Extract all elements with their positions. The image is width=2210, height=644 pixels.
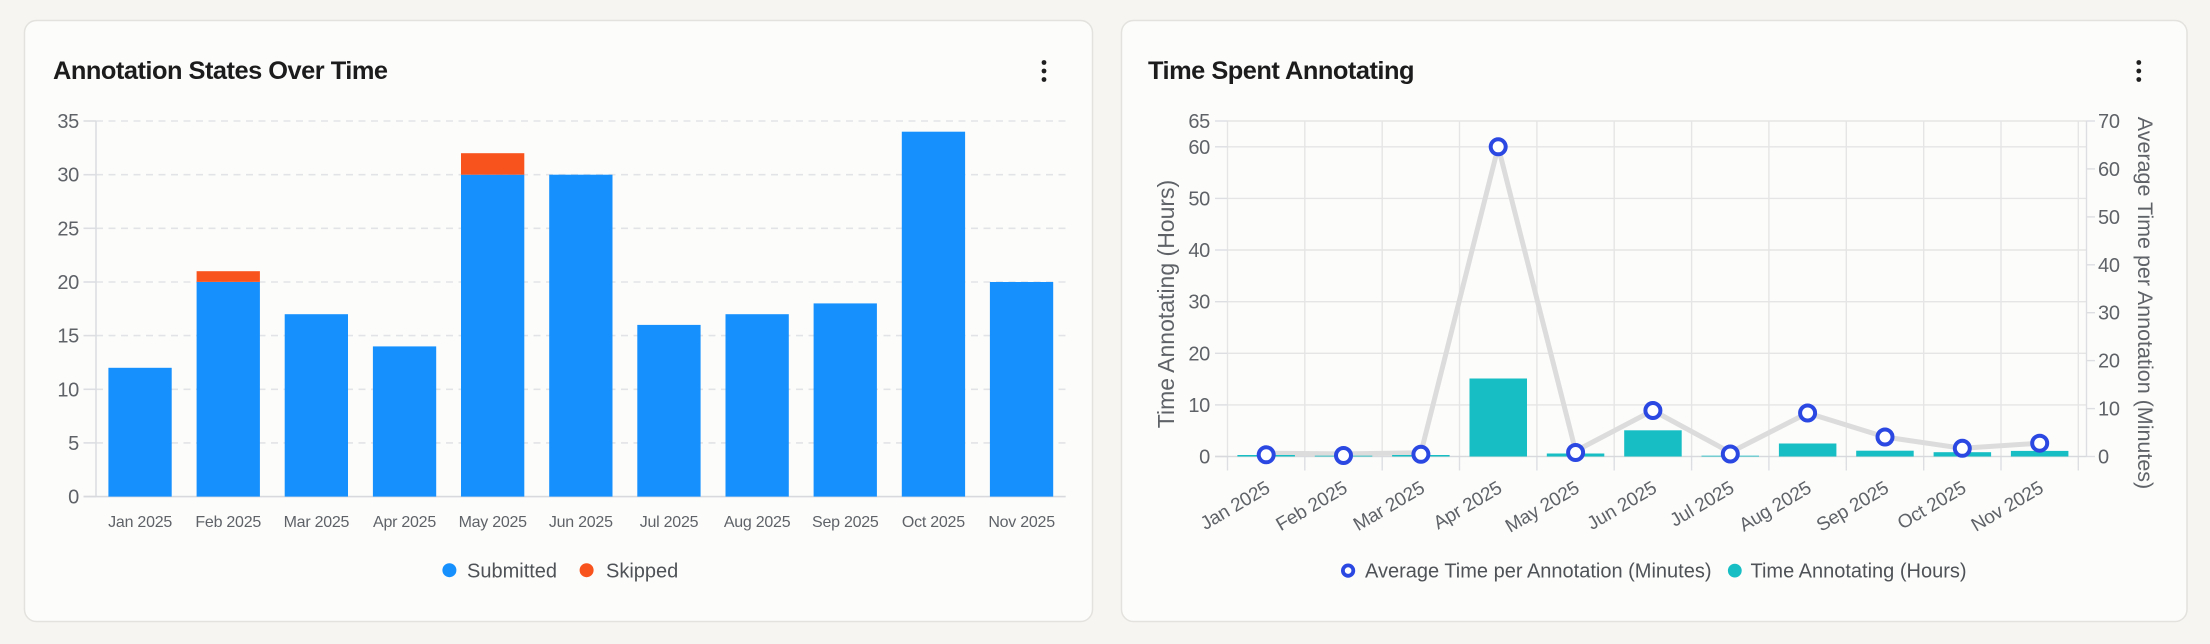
svg-text:40: 40 <box>2098 255 2120 277</box>
svg-text:Average Time per Annotation (M: Average Time per Annotation (Minutes) <box>1365 561 1711 583</box>
svg-text:60: 60 <box>1188 137 1210 159</box>
svg-text:20: 20 <box>2098 351 2120 373</box>
svg-text:20: 20 <box>57 272 79 294</box>
svg-text:25: 25 <box>57 218 79 240</box>
svg-text:40: 40 <box>1188 240 1210 262</box>
svg-text:0: 0 <box>68 487 79 509</box>
svg-text:60: 60 <box>2098 159 2120 181</box>
svg-text:Oct 2025: Oct 2025 <box>902 514 965 531</box>
svg-text:Nov 2025: Nov 2025 <box>988 514 1055 531</box>
svg-text:50: 50 <box>1188 188 1210 210</box>
svg-text:20: 20 <box>1188 343 1210 365</box>
svg-text:Skipped: Skipped <box>606 561 678 583</box>
svg-text:Sep 2025: Sep 2025 <box>812 514 879 531</box>
svg-text:65: 65 <box>1188 111 1210 133</box>
svg-text:10: 10 <box>57 379 79 401</box>
svg-text:Submitted: Submitted <box>467 561 557 583</box>
svg-text:Jun 2025: Jun 2025 <box>549 514 613 531</box>
svg-text:Time Annotating (Hours): Time Annotating (Hours) <box>1153 180 1179 428</box>
svg-text:10: 10 <box>1188 395 1210 417</box>
svg-text:May 2025: May 2025 <box>459 514 528 531</box>
svg-text:0: 0 <box>2098 447 2109 469</box>
svg-text:Mar 2025: Mar 2025 <box>284 514 350 531</box>
svg-text:Feb 2025: Feb 2025 <box>195 514 261 531</box>
svg-text:Aug 2025: Aug 2025 <box>724 514 791 531</box>
svg-text:70: 70 <box>2098 111 2120 133</box>
svg-text:Apr 2025: Apr 2025 <box>373 514 436 531</box>
svg-text:5: 5 <box>68 433 79 455</box>
svg-text:15: 15 <box>57 326 79 348</box>
svg-text:Jan 2025: Jan 2025 <box>108 514 172 531</box>
svg-text:35: 35 <box>57 111 79 133</box>
svg-text:30: 30 <box>1188 292 1210 314</box>
svg-text:10: 10 <box>2098 399 2120 421</box>
svg-text:Time Annotating (Hours): Time Annotating (Hours) <box>1751 561 1967 583</box>
svg-text:50: 50 <box>2098 207 2120 229</box>
svg-text:Annotation States Over Time: Annotation States Over Time <box>53 57 388 85</box>
svg-text:Average Time per Annotation (M: Average Time per Annotation (Minutes) <box>2133 117 2157 489</box>
svg-text:30: 30 <box>57 165 79 187</box>
svg-text:0: 0 <box>1199 447 1210 469</box>
svg-text:Time Spent Annotating: Time Spent Annotating <box>1148 57 1414 85</box>
svg-text:30: 30 <box>2098 303 2120 325</box>
svg-text:Jul 2025: Jul 2025 <box>640 514 699 531</box>
